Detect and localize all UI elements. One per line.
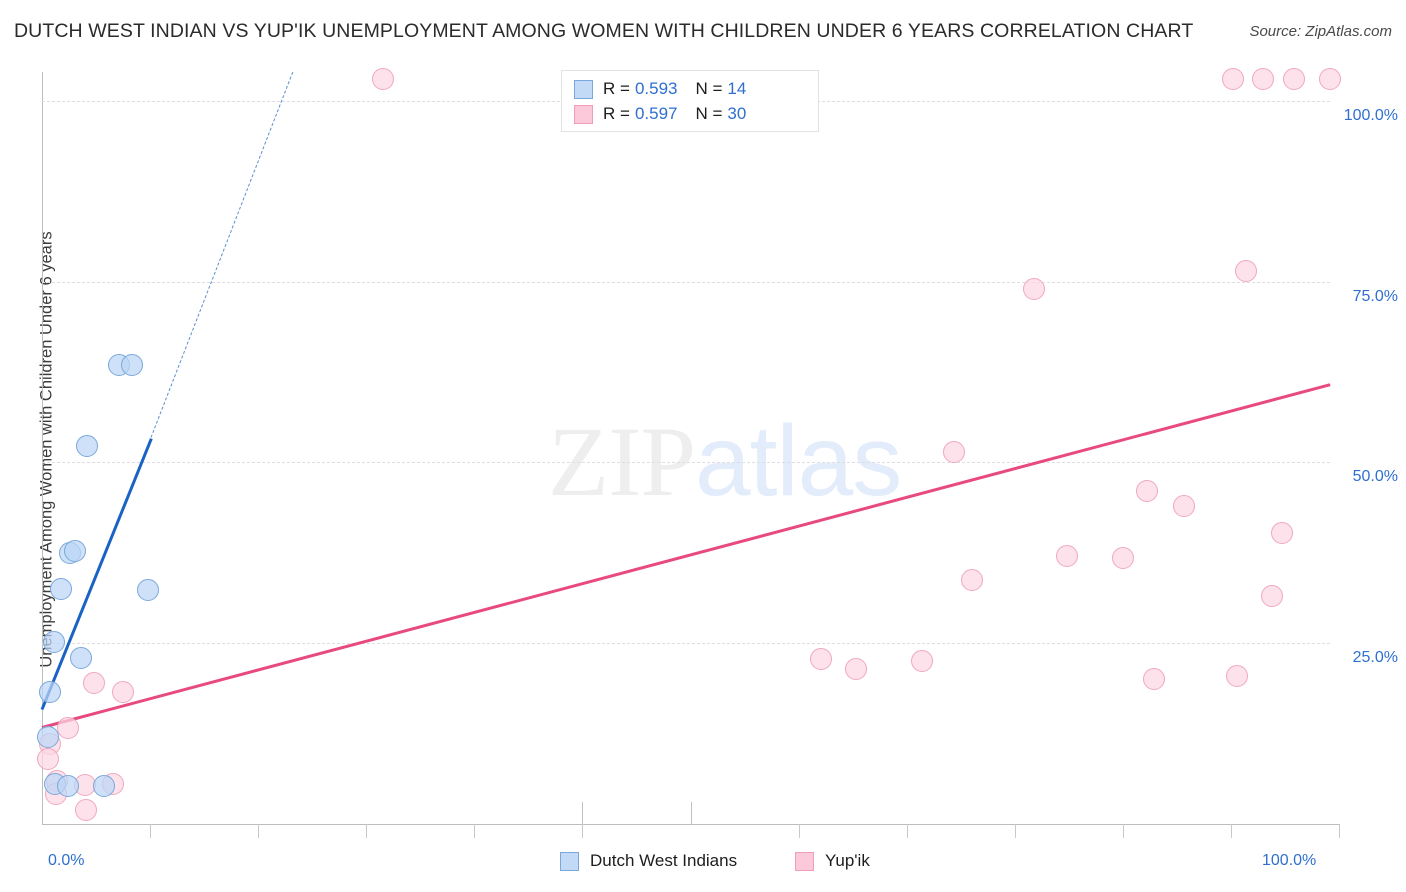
data-point-yupik[interactable] <box>1111 546 1134 569</box>
x-axis-tick <box>258 824 260 838</box>
data-point-yupik[interactable] <box>1022 277 1045 300</box>
legend-color-blue-icon <box>560 851 579 871</box>
data-point-yupik[interactable] <box>1056 545 1079 568</box>
x-axis-line <box>42 824 1339 825</box>
data-point-yupik[interactable] <box>810 648 833 671</box>
gridline <box>42 462 1330 464</box>
gridline <box>42 281 1330 283</box>
stats-legend-row-yupik: R = 0.597 N = 30 <box>574 102 746 126</box>
n-label-blue: N = <box>695 79 723 98</box>
x-axis-tick <box>1122 824 1124 838</box>
data-point-dutch-west-indians[interactable] <box>42 630 65 653</box>
gridline <box>42 643 1330 645</box>
data-point-yupik[interactable] <box>1222 68 1245 91</box>
r-value-pink: 0.597 <box>634 104 678 123</box>
data-point-dutch-west-indians[interactable] <box>38 681 61 704</box>
data-point-yupik[interactable] <box>112 680 135 703</box>
x-axis-tick <box>1339 824 1340 838</box>
r-label-pink: R = <box>603 104 630 123</box>
data-point-yupik[interactable] <box>1173 494 1196 517</box>
legend-swatch-pink-icon <box>574 104 593 124</box>
data-point-yupik[interactable] <box>1235 259 1258 282</box>
plot-area <box>37 68 1341 824</box>
legend-item-yupik[interactable]: Yup'ik <box>795 851 870 871</box>
data-point-yupik[interactable] <box>1142 668 1165 691</box>
trendline-dutch-west-indians-extension <box>151 72 294 438</box>
x-axis-tick <box>366 824 368 838</box>
stats-legend-row-dutch-west-indians: R = 0.593 N = 14 <box>574 77 746 101</box>
y-axis-tick-label: 100.0% <box>1343 106 1398 124</box>
data-point-yupik[interactable] <box>74 798 97 821</box>
n-label-pink: N = <box>695 104 723 123</box>
legend-color-pink-icon <box>795 851 814 871</box>
x-axis-tick <box>906 824 908 838</box>
data-point-yupik[interactable] <box>1226 665 1249 688</box>
data-point-dutch-west-indians[interactable] <box>56 774 79 797</box>
data-point-yupik[interactable] <box>372 68 395 91</box>
data-point-yupik[interactable] <box>845 657 868 680</box>
y-axis-line <box>42 72 43 824</box>
data-point-yupik[interactable] <box>56 716 79 739</box>
x-axis-tick <box>690 802 692 824</box>
legend-swatch-blue-icon <box>574 79 593 99</box>
data-point-yupik[interactable] <box>82 672 105 694</box>
data-point-yupik[interactable] <box>1252 68 1275 91</box>
data-point-dutch-west-indians[interactable] <box>136 579 159 602</box>
data-point-dutch-west-indians[interactable] <box>37 726 60 749</box>
legend-item-dutch-west-indians[interactable]: Dutch West Indians <box>560 851 737 871</box>
data-point-yupik[interactable] <box>1136 480 1159 503</box>
trendline-yupik <box>41 382 1331 729</box>
data-point-yupik[interactable] <box>910 650 933 673</box>
y-axis-tick-label: 25.0% <box>1352 649 1398 667</box>
source-attribution: Source: ZipAtlas.com <box>1249 23 1392 40</box>
data-point-yupik[interactable] <box>942 440 965 463</box>
n-value-blue: 14 <box>727 79 747 98</box>
data-point-yupik[interactable] <box>37 747 60 770</box>
x-axis-tick <box>582 824 584 838</box>
x-axis-tick-label: 100.0% <box>1262 852 1317 869</box>
data-point-dutch-west-indians[interactable] <box>64 539 87 562</box>
data-point-dutch-west-indians[interactable] <box>69 646 92 669</box>
x-axis-tick-label: 0.0% <box>48 852 85 869</box>
data-point-dutch-west-indians[interactable] <box>50 578 73 600</box>
data-point-yupik[interactable] <box>1261 584 1284 607</box>
x-axis-tick <box>1230 824 1232 838</box>
data-point-dutch-west-indians[interactable] <box>92 775 115 798</box>
data-point-yupik[interactable] <box>1271 522 1294 545</box>
y-axis-tick-label: 75.0% <box>1352 287 1398 305</box>
data-point-yupik[interactable] <box>960 568 983 591</box>
legend-label-dutch-west-indians: Dutch West Indians <box>590 851 738 870</box>
n-value-pink: 30 <box>727 104 747 123</box>
x-axis-tick <box>150 824 152 838</box>
data-point-yupik[interactable] <box>1319 68 1341 91</box>
r-label-blue: R = <box>603 79 630 98</box>
data-point-dutch-west-indians[interactable] <box>121 353 144 376</box>
stats-legend: R = 0.593 N = 14 R = 0.597 N = 30 <box>561 70 819 132</box>
trendline-dutch-west-indians <box>40 438 153 711</box>
y-axis-tick-label: 50.0% <box>1352 468 1398 486</box>
x-axis-tick <box>474 824 476 838</box>
x-axis-tick <box>582 802 584 824</box>
page-title: DUTCH WEST INDIAN VS YUP'IK UNEMPLOYMENT… <box>14 20 1194 42</box>
legend-label-yupik: Yup'ik <box>825 851 870 870</box>
data-point-yupik[interactable] <box>1282 68 1305 91</box>
data-point-dutch-west-indians[interactable] <box>76 434 99 457</box>
r-value-blue: 0.593 <box>634 79 678 98</box>
x-axis-tick <box>798 824 800 838</box>
x-axis-tick <box>1014 824 1016 838</box>
